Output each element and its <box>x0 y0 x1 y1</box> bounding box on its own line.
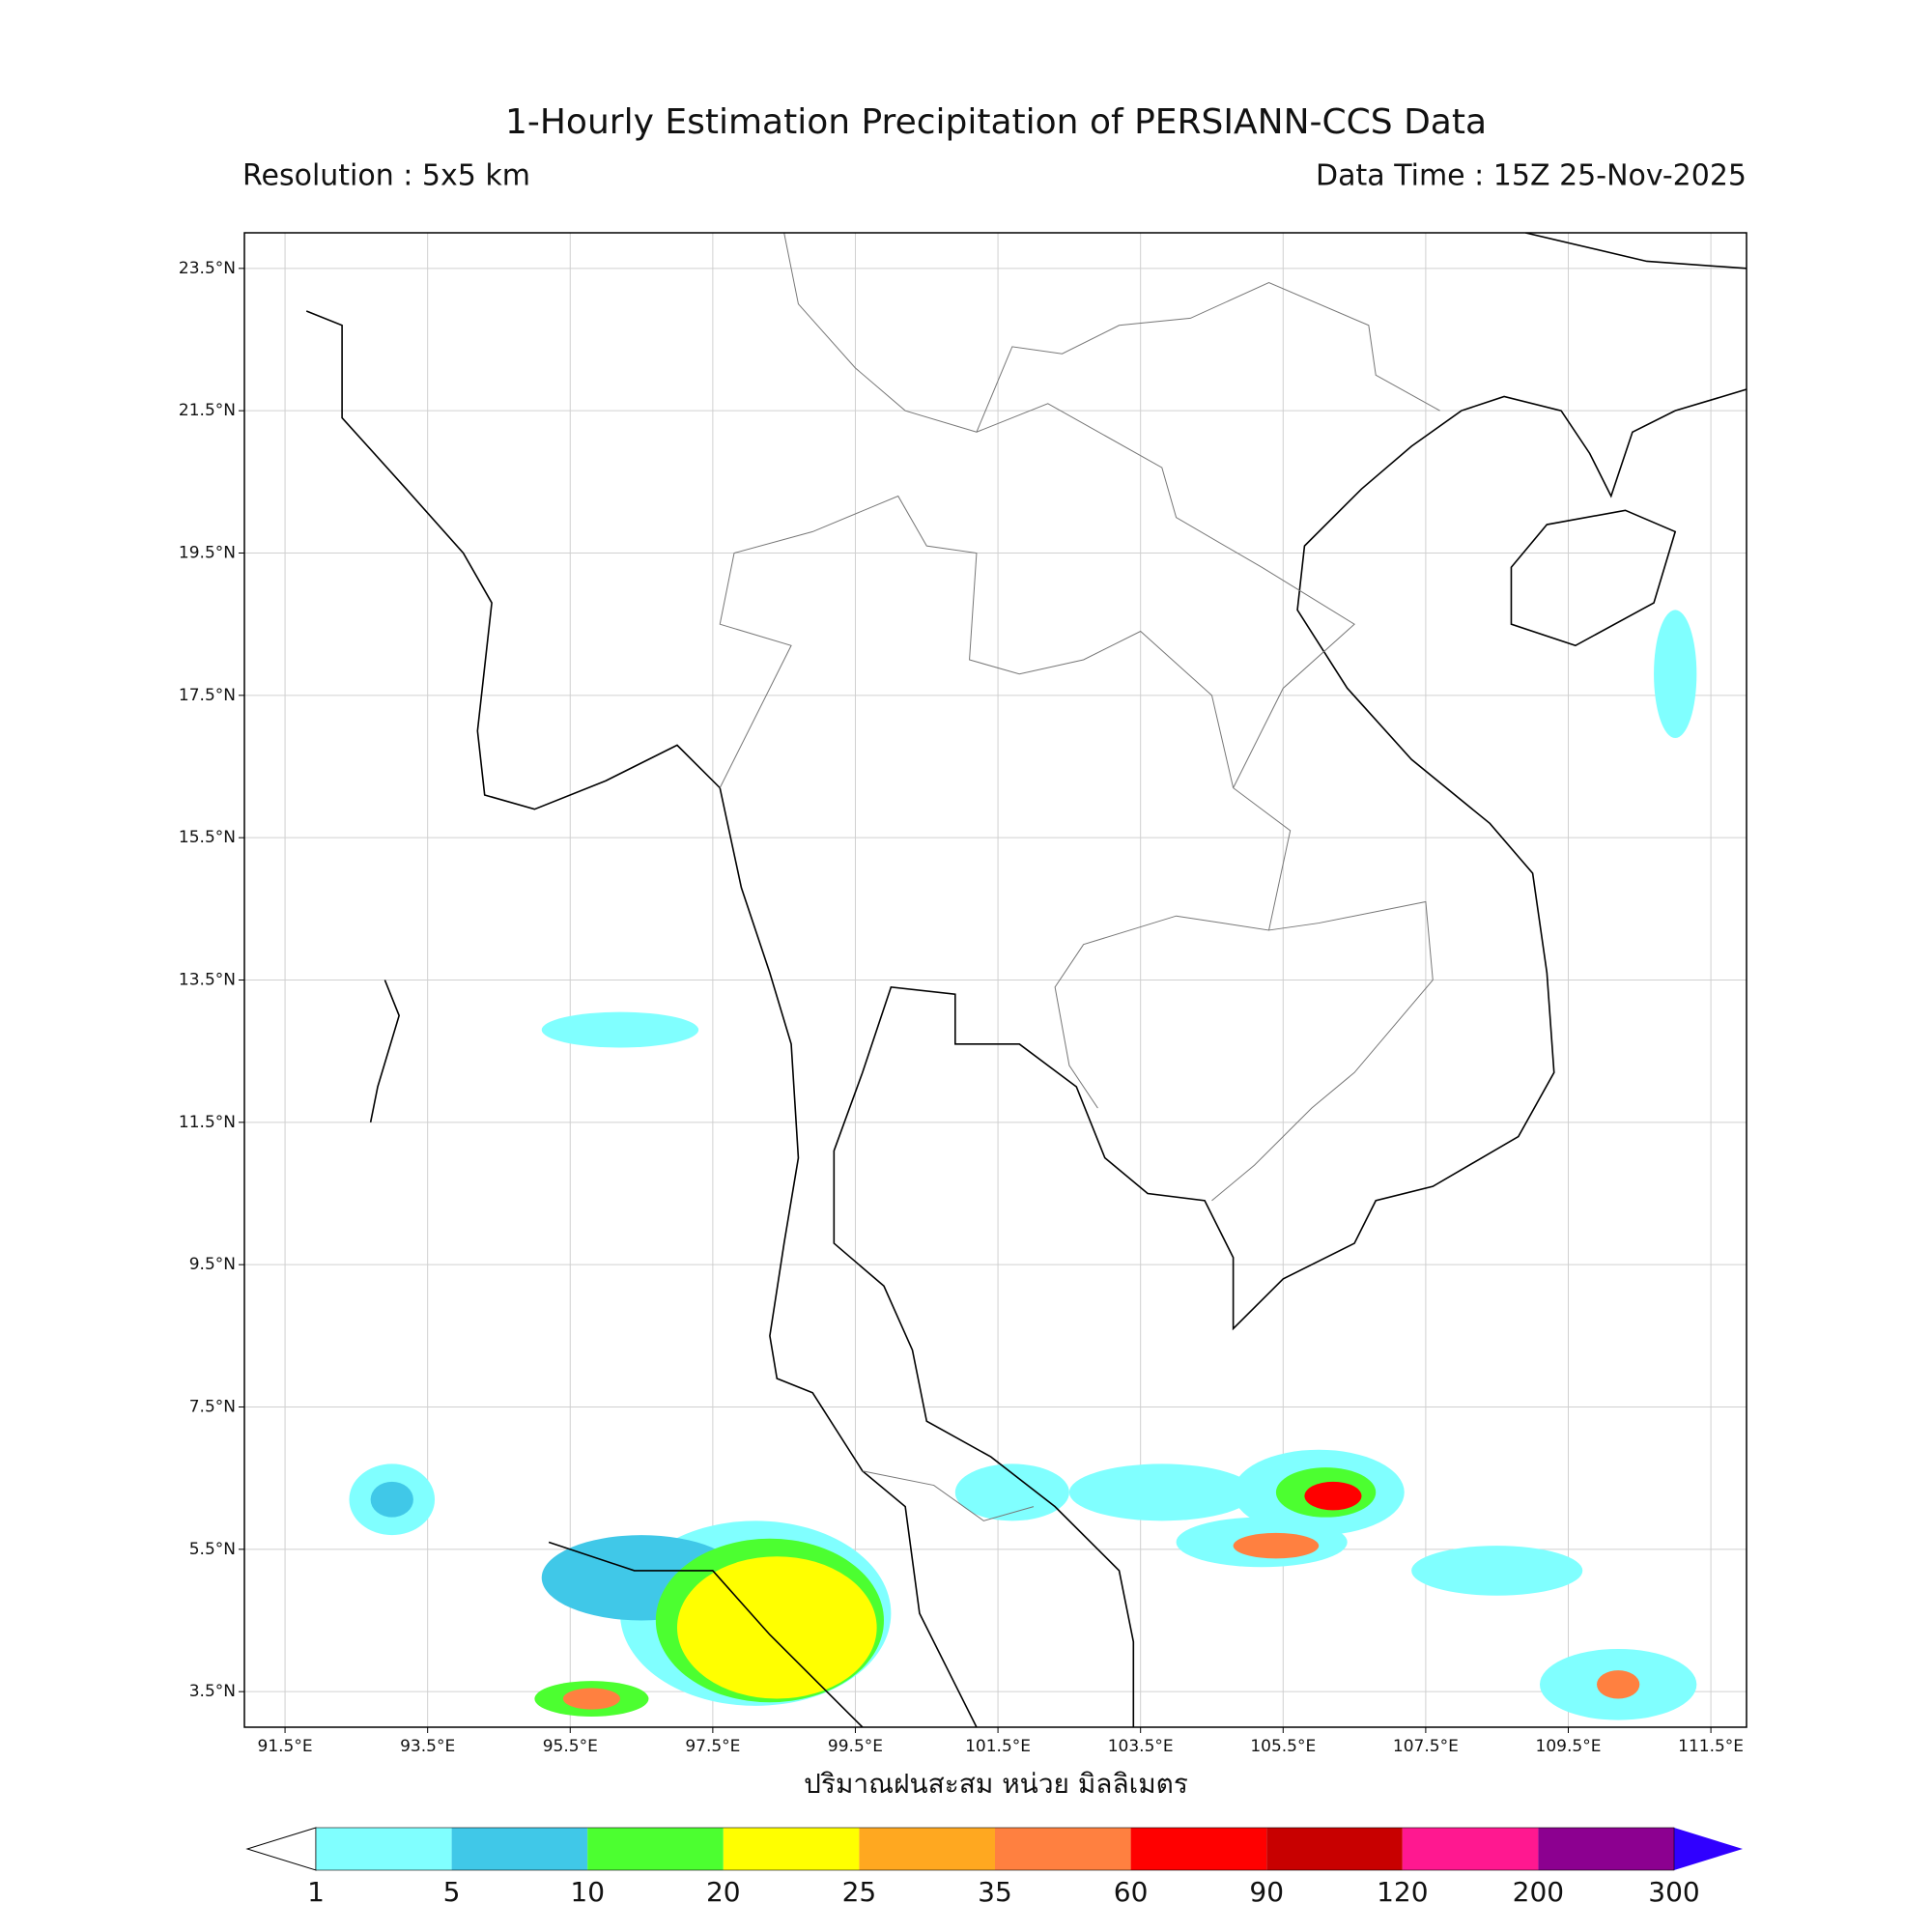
colorbar-label: 200 <box>1513 1876 1564 1908</box>
data-time: Data Time : 15Z 25-Nov-2025 <box>1316 159 1747 193</box>
lon-tick-label: 95.5°E <box>543 1737 598 1756</box>
colorbar-label: 10 <box>570 1876 605 1908</box>
colorbar-box <box>723 1828 860 1870</box>
lat-tick-label: 21.5°N <box>179 401 236 420</box>
colorbar-box <box>316 1828 452 1870</box>
map-area <box>306 233 1747 1727</box>
colorbar-label: 35 <box>978 1876 1012 1908</box>
lon-tick-label: 99.5°E <box>828 1737 883 1756</box>
colorbar-under <box>245 1827 317 1871</box>
lon-tick-label: 109.5°E <box>1536 1737 1602 1756</box>
colorbar-label: 90 <box>1249 1876 1284 1908</box>
lat-tick-label: 19.5°N <box>179 544 236 563</box>
colorbar-box <box>1402 1828 1539 1870</box>
colorbar-box <box>451 1828 588 1870</box>
lat-tick-label: 9.5°N <box>189 1255 236 1274</box>
colorbar-label: 1 <box>307 1876 325 1908</box>
colorbar: 1 5 10 20 25 35 60 90 120 200 300 <box>245 1827 1743 1908</box>
lon-tick-label: 93.5°E <box>400 1737 455 1756</box>
lon-tick-label: 91.5°E <box>258 1737 313 1756</box>
colorbar-outline <box>315 1827 1675 1871</box>
lat-tick-label: 11.5°N <box>179 1113 236 1132</box>
colorbar-label: 25 <box>842 1876 877 1908</box>
colorbar-box <box>995 1828 1131 1870</box>
colorbar-label: 20 <box>706 1876 741 1908</box>
colorbar-label: 60 <box>1114 1876 1149 1908</box>
lon-tick-label: 103.5°E <box>1108 1737 1174 1756</box>
colorbar-label: 120 <box>1377 1876 1428 1908</box>
map-frame <box>243 232 1747 1728</box>
lon-tick-label: 101.5°E <box>965 1737 1031 1756</box>
colorbar-label: 5 <box>443 1876 461 1908</box>
lat-tick-label: 17.5°N <box>179 686 236 705</box>
colorbar-box <box>1538 1828 1674 1870</box>
lat-tick-label: 13.5°N <box>179 971 236 990</box>
colorbar-box <box>1266 1828 1403 1870</box>
lon-tick-label: 105.5°E <box>1250 1737 1316 1756</box>
axis-label: ปริมาณฝนสะสม หน่วย มิลลิเมตร <box>804 1768 1188 1800</box>
lon-tick-label: 111.5°E <box>1678 1737 1744 1756</box>
colorbar-box <box>1130 1828 1267 1870</box>
geography <box>306 233 1747 1727</box>
colorbar-box <box>587 1828 724 1870</box>
resolution: Resolution : 5x5 km <box>242 159 530 193</box>
lat-tick-label: 7.5°N <box>189 1398 236 1417</box>
lon-tick-label: 97.5°E <box>685 1737 740 1756</box>
colorbar-box <box>859 1828 995 1870</box>
title: 1-Hourly Estimation Precipitation of PER… <box>505 102 1487 142</box>
lon-tick-label: 107.5°E <box>1393 1737 1459 1756</box>
lat-tick-label: 23.5°N <box>179 259 236 278</box>
lat-tick-label: 5.5°N <box>189 1540 236 1559</box>
lat-tick-label: 3.5°N <box>189 1682 236 1701</box>
lat-tick-label: 15.5°N <box>179 828 236 847</box>
colorbar-over <box>1674 1828 1743 1870</box>
colorbar-label: 300 <box>1648 1876 1699 1908</box>
